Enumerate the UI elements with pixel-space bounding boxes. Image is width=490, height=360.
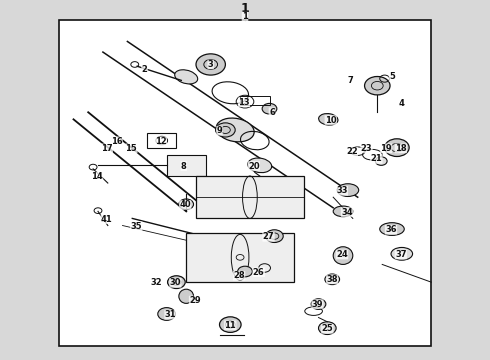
Text: 11: 11 xyxy=(224,321,236,330)
Bar xyxy=(59,20,431,346)
Text: 31: 31 xyxy=(165,310,176,319)
Text: 8: 8 xyxy=(181,162,187,171)
Circle shape xyxy=(220,317,241,332)
Text: 29: 29 xyxy=(189,296,201,305)
Ellipse shape xyxy=(318,113,338,125)
Ellipse shape xyxy=(175,70,197,84)
Text: 40: 40 xyxy=(179,201,191,210)
Text: 16: 16 xyxy=(111,137,122,146)
Text: 13: 13 xyxy=(238,98,250,107)
Text: 41: 41 xyxy=(101,215,113,224)
Text: 37: 37 xyxy=(395,250,407,259)
Text: 25: 25 xyxy=(321,324,333,333)
Circle shape xyxy=(196,54,225,75)
Text: 4: 4 xyxy=(399,99,405,108)
Circle shape xyxy=(365,77,390,95)
Circle shape xyxy=(216,123,235,137)
Text: 35: 35 xyxy=(130,222,142,231)
Text: 9: 9 xyxy=(217,126,222,135)
Circle shape xyxy=(311,299,326,309)
Text: 18: 18 xyxy=(395,144,407,153)
Text: 20: 20 xyxy=(248,162,260,171)
Circle shape xyxy=(375,157,387,165)
Text: 30: 30 xyxy=(170,278,181,287)
Ellipse shape xyxy=(333,247,353,265)
Text: 28: 28 xyxy=(233,271,245,280)
Bar xyxy=(186,233,294,282)
Ellipse shape xyxy=(333,206,353,217)
Text: 26: 26 xyxy=(253,268,265,277)
Text: 24: 24 xyxy=(336,250,348,259)
Bar xyxy=(147,134,176,148)
Text: 6: 6 xyxy=(269,108,275,117)
Text: 1: 1 xyxy=(242,12,248,21)
Bar xyxy=(196,176,304,219)
Circle shape xyxy=(325,274,340,285)
Text: 33: 33 xyxy=(336,186,348,195)
Bar xyxy=(240,96,270,105)
Text: 15: 15 xyxy=(125,144,137,153)
Circle shape xyxy=(158,307,175,320)
Text: 19: 19 xyxy=(380,144,392,153)
Text: 39: 39 xyxy=(312,300,323,309)
Circle shape xyxy=(385,139,409,157)
Text: 27: 27 xyxy=(263,232,274,241)
Text: 12: 12 xyxy=(155,137,167,146)
Text: 36: 36 xyxy=(385,225,397,234)
Text: 3: 3 xyxy=(208,60,214,69)
Text: 21: 21 xyxy=(370,154,382,163)
Text: 14: 14 xyxy=(91,172,103,181)
Ellipse shape xyxy=(248,158,271,173)
Text: 1: 1 xyxy=(241,2,249,15)
Circle shape xyxy=(318,322,336,334)
Text: 22: 22 xyxy=(346,147,358,156)
Text: 7: 7 xyxy=(347,76,353,85)
Ellipse shape xyxy=(380,223,404,235)
Text: 34: 34 xyxy=(341,208,353,217)
Ellipse shape xyxy=(179,289,194,303)
Circle shape xyxy=(168,276,185,288)
Bar xyxy=(167,155,206,176)
Text: 2: 2 xyxy=(142,65,147,74)
Text: 17: 17 xyxy=(101,144,113,153)
Text: 10: 10 xyxy=(325,116,337,125)
Circle shape xyxy=(266,230,283,243)
Circle shape xyxy=(238,266,252,277)
Circle shape xyxy=(262,103,277,114)
Text: 32: 32 xyxy=(150,278,162,287)
Text: 38: 38 xyxy=(326,275,338,284)
Ellipse shape xyxy=(337,184,359,197)
Text: 5: 5 xyxy=(389,72,395,81)
Text: 23: 23 xyxy=(361,144,372,153)
Ellipse shape xyxy=(216,118,254,142)
Ellipse shape xyxy=(391,247,413,260)
Circle shape xyxy=(179,199,194,210)
